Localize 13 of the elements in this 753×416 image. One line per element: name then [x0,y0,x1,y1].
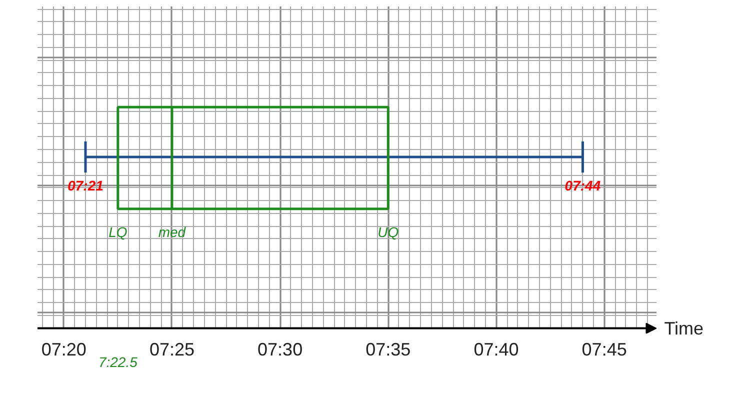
x-tick-label: 07:40 [474,339,519,360]
x-tick-label: 07:20 [41,339,86,360]
x-tick-label: 07:30 [258,339,303,360]
annotation: 07:44 [564,177,601,194]
annotation: med [158,224,187,240]
x-axis-title: Time [664,318,704,338]
annotation: UQ [378,224,399,240]
x-tick-label: 07:45 [582,339,627,360]
annotation: LQ [108,224,128,240]
text: 7:22.5 [98,354,138,370]
x-tick-label: 07:25 [149,339,194,360]
x-tick-label: 07:35 [366,339,411,360]
annotation: 07:21 [68,177,104,194]
